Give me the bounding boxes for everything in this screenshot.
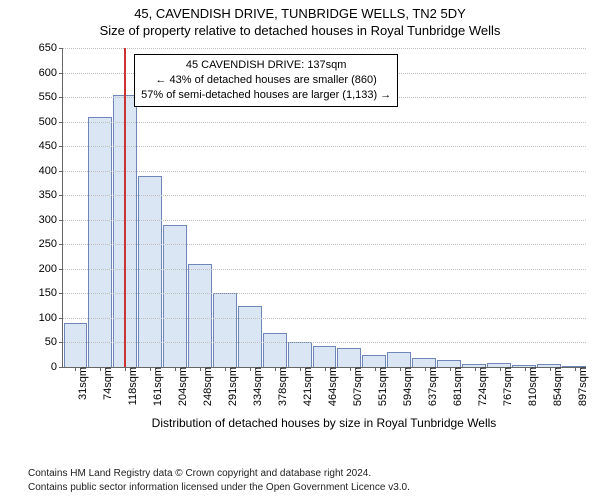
histogram-bar xyxy=(88,117,112,367)
xtick-label: 161sqm xyxy=(148,367,164,406)
ytick-mark xyxy=(59,97,63,98)
xtick-mark xyxy=(450,367,451,371)
xtick-mark xyxy=(375,367,376,371)
histogram-bar xyxy=(337,348,361,367)
xtick-mark xyxy=(575,367,576,371)
gridline xyxy=(63,318,586,319)
gridline xyxy=(63,171,586,172)
ytick-mark xyxy=(59,293,63,294)
xtick-label: 291sqm xyxy=(223,367,239,406)
xtick-label: 854sqm xyxy=(548,367,564,406)
xtick-mark xyxy=(500,367,501,371)
xtick-label: 551sqm xyxy=(373,367,389,406)
xtick-mark xyxy=(400,367,401,371)
annotation-line: ← 43% of detached houses are smaller (86… xyxy=(141,73,391,88)
histogram-bar xyxy=(313,346,337,367)
ytick-mark xyxy=(59,73,63,74)
xtick-mark xyxy=(75,367,76,371)
xtick-label: 334sqm xyxy=(248,367,264,406)
xtick-label: 118sqm xyxy=(123,367,139,405)
title-line-1: 45, CAVENDISH DRIVE, TUNBRIDGE WELLS, TN… xyxy=(0,6,600,21)
xtick-label: 204sqm xyxy=(173,367,189,406)
property-marker-line xyxy=(124,48,126,367)
xtick-mark xyxy=(225,367,226,371)
gridline xyxy=(63,220,586,221)
xtick-label: 507sqm xyxy=(348,367,364,406)
ytick-mark xyxy=(59,318,63,319)
histogram-bar xyxy=(437,360,461,367)
gridline xyxy=(63,48,586,49)
xtick-label: 421sqm xyxy=(298,367,314,406)
ytick-mark xyxy=(59,220,63,221)
xtick-label: 378sqm xyxy=(273,367,289,406)
ytick-mark xyxy=(59,367,63,368)
xtick-label: 464sqm xyxy=(323,367,339,406)
annotation-line: 57% of semi-detached houses are larger (… xyxy=(141,88,391,103)
gridline xyxy=(63,146,586,147)
xtick-mark xyxy=(200,367,201,371)
x-axis-label: Distribution of detached houses by size … xyxy=(62,416,586,430)
annotation-line: 45 CAVENDISH DRIVE: 137sqm xyxy=(141,58,391,73)
xtick-label: 767sqm xyxy=(498,367,514,406)
histogram-bar xyxy=(163,225,187,367)
histogram-bar xyxy=(412,358,436,367)
histogram-bar xyxy=(387,352,411,367)
footer-line-2: Contains public sector information licen… xyxy=(28,481,410,495)
xtick-mark xyxy=(300,367,301,371)
xtick-mark xyxy=(275,367,276,371)
plot-area: 0501001502002503003504004505005506006503… xyxy=(62,48,586,368)
chart-container: Number of detached properties 0501001502… xyxy=(0,44,600,430)
gridline xyxy=(63,269,586,270)
xtick-mark xyxy=(550,367,551,371)
gridline xyxy=(63,195,586,196)
xtick-mark xyxy=(100,367,101,371)
xtick-label: 74sqm xyxy=(98,367,114,400)
ytick-mark xyxy=(59,269,63,270)
xtick-label: 31sqm xyxy=(73,367,89,400)
xtick-label: 681sqm xyxy=(448,367,464,406)
annotation-box: 45 CAVENDISH DRIVE: 137sqm← 43% of detac… xyxy=(134,54,398,107)
xtick-mark xyxy=(350,367,351,371)
histogram-bar xyxy=(64,323,88,367)
xtick-label: 637sqm xyxy=(423,367,439,406)
footer-attribution: Contains HM Land Registry data © Crown c… xyxy=(28,467,410,494)
histogram-bar xyxy=(263,333,287,367)
ytick-mark xyxy=(59,122,63,123)
gridline xyxy=(63,122,586,123)
xtick-label: 810sqm xyxy=(523,367,539,406)
xtick-label: 594sqm xyxy=(398,367,414,406)
ytick-mark xyxy=(59,244,63,245)
histogram-bar xyxy=(362,355,386,367)
histogram-bar xyxy=(238,306,262,367)
gridline xyxy=(63,342,586,343)
ytick-mark xyxy=(59,146,63,147)
ytick-mark xyxy=(59,195,63,196)
ytick-mark xyxy=(59,342,63,343)
xtick-mark xyxy=(525,367,526,371)
chart-title-block: 45, CAVENDISH DRIVE, TUNBRIDGE WELLS, TN… xyxy=(0,0,600,38)
xtick-label: 724sqm xyxy=(473,367,489,406)
ytick-mark xyxy=(59,48,63,49)
xtick-mark xyxy=(125,367,126,371)
footer-line-1: Contains HM Land Registry data © Crown c… xyxy=(28,467,410,481)
histogram-bar xyxy=(288,342,312,367)
xtick-label: 897sqm xyxy=(573,367,589,406)
histogram-bar xyxy=(188,264,212,367)
xtick-mark xyxy=(150,367,151,371)
gridline xyxy=(63,293,586,294)
title-line-2: Size of property relative to detached ho… xyxy=(0,23,600,38)
histogram-bar xyxy=(138,176,162,367)
xtick-mark xyxy=(425,367,426,371)
xtick-mark xyxy=(250,367,251,371)
xtick-mark xyxy=(325,367,326,371)
histogram-bar xyxy=(213,293,237,367)
xtick-label: 248sqm xyxy=(198,367,214,406)
xtick-mark xyxy=(475,367,476,371)
ytick-mark xyxy=(59,171,63,172)
xtick-mark xyxy=(175,367,176,371)
gridline xyxy=(63,244,586,245)
